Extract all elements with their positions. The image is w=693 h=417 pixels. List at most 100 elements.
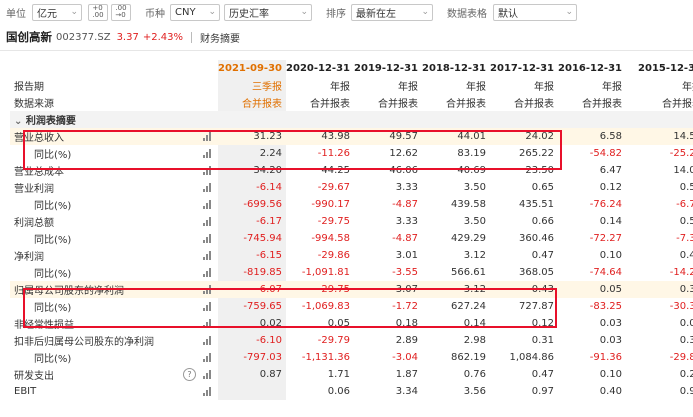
bar-chart-icon[interactable]: [203, 234, 212, 243]
bar-chart-icon[interactable]: [203, 285, 212, 294]
value-cell: 627.24: [451, 301, 486, 312]
row-label: 归属母公司股东的净利润: [10, 281, 218, 298]
decimal-decrease-icon[interactable]: .00 →0: [111, 3, 131, 21]
table-row: 归属母公司股东的净利润 -6.07 -29.75 3.07 3.12 0.43 0.05 0.…: [10, 281, 693, 298]
value-cell: 2.98: [463, 335, 486, 346]
value-cell: 265.22: [519, 148, 554, 159]
table-row: EBIT 0.06 3.34 3.56 0.97 0.40 0.99: [10, 383, 693, 400]
value-cell: -990.17: [311, 199, 350, 210]
bar-chart-icon[interactable]: [203, 336, 212, 345]
rate-select[interactable]: 历史汇率 ⌄: [224, 3, 312, 21]
value-cell: 0.65: [531, 182, 554, 193]
sort-select[interactable]: 最新在左 ⌄: [351, 3, 433, 21]
value-cell: -6.15: [218, 247, 286, 264]
value-cell: 0.01: [679, 318, 693, 329]
value-cell: -29.67: [317, 182, 350, 193]
section-title: ⌄ 利润表摘要: [10, 111, 693, 128]
bar-chart-icon[interactable]: [203, 132, 212, 141]
bar-chart-icon[interactable]: [203, 149, 212, 158]
value-cell: -29.79: [317, 335, 350, 346]
value-cell: 0.12: [531, 318, 554, 329]
value-cell: -1,091.81: [301, 267, 350, 278]
bar-chart-icon[interactable]: [203, 268, 212, 277]
table-row: 同比(%) -819.85 -1,091.81 -3.55 566.61 368.05 -7…: [10, 264, 693, 281]
value-cell: 24.02: [490, 128, 558, 145]
value-cell: 0.52: [679, 216, 693, 227]
value-cell: 14.06: [673, 165, 693, 176]
value-cell: 44.01: [422, 128, 490, 145]
header-cell: 2018-12-31: [422, 63, 486, 74]
header-row: 数据来源 合并报表 合并报表 合并报表 合并报表 合并报表 合并报表 合并报表: [10, 94, 693, 111]
company-name: 国创高新: [6, 30, 52, 44]
value-cell: -25.25: [669, 148, 693, 159]
value-cell: -29.86: [317, 250, 350, 261]
value-cell: 429.29: [451, 233, 486, 244]
value-cell: 3.34: [395, 386, 418, 397]
format-select[interactable]: 默认 ⌄: [493, 3, 577, 21]
help-icon[interactable]: ?: [183, 368, 196, 381]
value-cell: -74.64: [589, 267, 622, 278]
company-code: 002377.SZ: [56, 31, 111, 43]
header-cell: 合并报表: [582, 99, 622, 110]
row-label: 同比(%): [10, 145, 218, 162]
header-cell: 年报: [602, 82, 622, 93]
value-cell: 0.02: [218, 315, 286, 332]
value-cell: 6.58: [558, 128, 626, 145]
header-cell: 2021-09-30: [218, 60, 286, 77]
value-cell: 566.61: [451, 267, 486, 278]
value-cell: 83.19: [457, 148, 486, 159]
row-label: EBIT: [10, 383, 218, 400]
bar-chart-icon[interactable]: [203, 302, 212, 311]
decimal-increase-icon[interactable]: +0.00: [88, 3, 108, 21]
row-label: 营业利润: [10, 179, 218, 196]
value-cell: 0.18: [395, 318, 418, 329]
table-row: 净利润-6.15 -29.86 3.01 3.12 0.47 0.10 0.40: [10, 247, 693, 264]
section-row[interactable]: ⌄ 利润表摘要: [10, 111, 693, 128]
toolbar: 单位 亿元 ⌄ +0.00 .00 →0 币种 CNY ⌄ 历史汇率 ⌄ 排序 最新在左…: [0, 0, 693, 24]
value-cell: 3.12: [422, 281, 490, 298]
chevron-down-icon: ⌄: [565, 6, 573, 17]
header-cell: 年报: [398, 82, 418, 93]
value-cell: 3.33: [395, 182, 418, 193]
company-header: 国创高新 002377.SZ 3.37 +2.43% 财务摘要: [0, 24, 693, 51]
stock-price: 3.37: [116, 31, 139, 43]
price-change: +2.43%: [142, 31, 183, 43]
value-cell: -1.72: [392, 301, 418, 312]
header-cell: 合并报表: [514, 99, 554, 110]
bar-chart-icon[interactable]: [203, 353, 212, 362]
bar-chart-icon[interactable]: [203, 319, 212, 328]
unit-select[interactable]: 亿元 ⌄: [32, 3, 82, 21]
value-cell: -29.75: [317, 216, 350, 227]
value-cell: 0.40: [679, 250, 693, 261]
bar-chart-icon[interactable]: [203, 166, 212, 175]
row-label: 营业总成本: [10, 162, 218, 179]
bar-chart-icon[interactable]: [203, 251, 212, 260]
value-cell: 2.89: [395, 335, 418, 346]
table-row: 同比(%) -759.65 -1,069.83 -1.72 627.24 727.87 -8…: [10, 298, 693, 315]
row-label: 非经常性损益: [10, 315, 218, 332]
bar-chart-icon[interactable]: [203, 183, 212, 192]
divider: [190, 31, 192, 43]
row-label: 同比(%): [10, 349, 218, 366]
value-cell: 0.47: [531, 250, 554, 261]
bar-chart-icon[interactable]: [203, 217, 212, 226]
chevron-down-icon: ⌄: [70, 6, 78, 17]
header-cell: 年报: [682, 82, 693, 93]
unit-label: 单位: [6, 8, 26, 20]
value-cell: 0.20: [679, 369, 693, 380]
bar-chart-icon[interactable]: [203, 370, 212, 379]
format-label: 数据表格: [447, 8, 487, 20]
row-label: 同比(%): [10, 230, 218, 247]
header-cell: 三季报: [218, 77, 286, 94]
tab-financial-summary[interactable]: 财务摘要: [199, 33, 240, 45]
bar-chart-icon[interactable]: [203, 387, 212, 396]
currency-select[interactable]: CNY ⌄: [170, 3, 220, 21]
chevron-down-icon: ⌄: [208, 6, 216, 17]
value-cell: 0.03: [599, 335, 622, 346]
bar-chart-icon[interactable]: [203, 200, 212, 209]
row-label: 净利润: [10, 247, 218, 264]
header-cell: 合并报表: [446, 99, 486, 110]
value-cell: 0.14: [463, 318, 486, 329]
value-cell: -54.82: [589, 148, 622, 159]
